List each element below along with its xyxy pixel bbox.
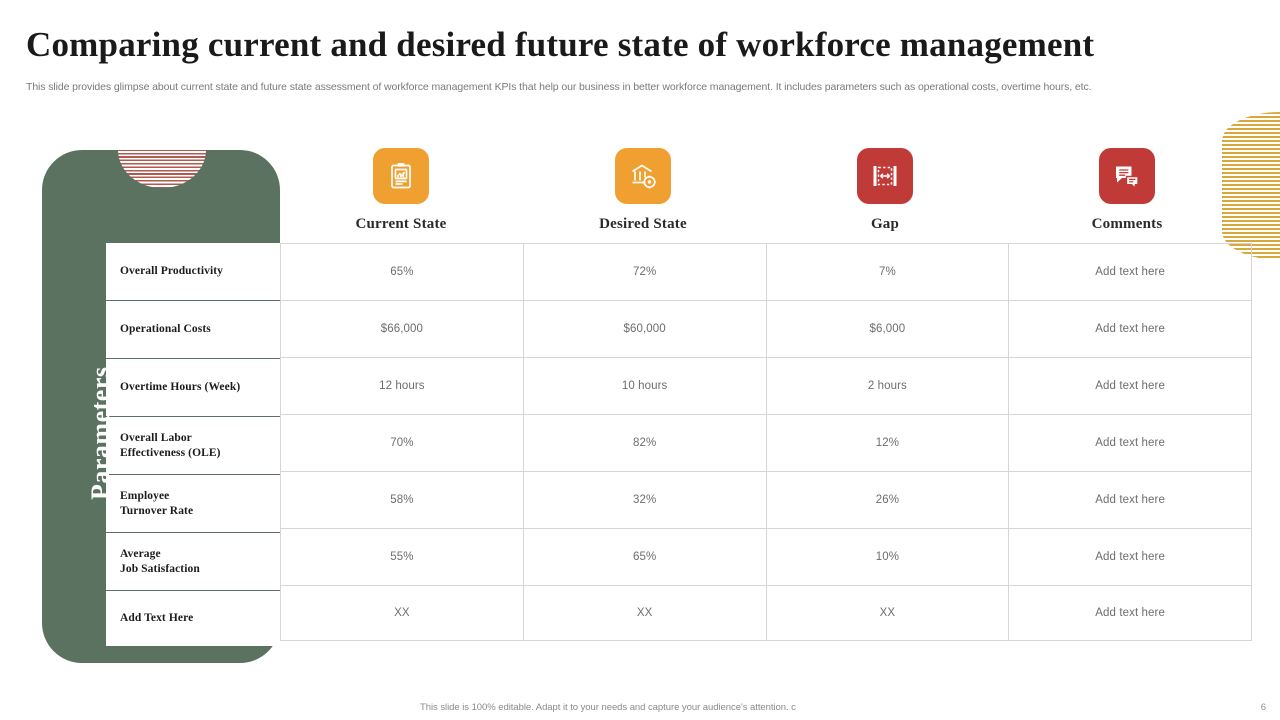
row-label-text: Overall Labor Effectiveness (OLE) <box>120 431 221 459</box>
table-cell[interactable]: $66,000 <box>281 301 524 358</box>
row-label-operational-costs[interactable]: Operational Costs <box>106 301 280 358</box>
column-header-label: Current State <box>355 216 447 232</box>
row-label-text: Overtime Hours (Week) <box>120 381 241 393</box>
row-label-text: Add Text Here <box>120 612 194 624</box>
gap-measure-icon <box>857 148 913 204</box>
row-label-average-job-satisfaction[interactable]: Average Job Satisfaction <box>106 533 280 590</box>
column-header-comments[interactable]: Comments <box>1006 148 1248 233</box>
row-label-overall-productivity[interactable]: Overall Productivity <box>106 243 280 300</box>
table-cell[interactable]: 55% <box>281 529 524 586</box>
column-header-current-state[interactable]: Current State <box>280 148 522 233</box>
table-cell[interactable]: 70% <box>281 415 524 472</box>
page-subtitle: This slide provides glimpse about curren… <box>26 81 1092 93</box>
table-cell[interactable]: Add text here <box>1009 529 1252 586</box>
table-cell[interactable]: Add text here <box>1009 358 1252 415</box>
table-row: 65% 72% 7% Add text here <box>281 244 1252 301</box>
table-cell[interactable]: XX <box>766 586 1010 641</box>
table-row: 12 hours 10 hours 2 hours Add text here <box>281 358 1252 415</box>
table-cell[interactable]: XX <box>281 586 524 641</box>
table-cell[interactable]: Add text here <box>1009 301 1252 358</box>
column-header-label: Gap <box>870 216 900 232</box>
table-row: 58% 32% 26% Add text here <box>281 472 1252 529</box>
row-label-overtime-hours[interactable]: Overtime Hours (Week) <box>106 359 280 416</box>
row-label-text: Overall Productivity <box>120 265 224 277</box>
table-cell[interactable]: 65% <box>523 529 767 586</box>
table-cell[interactable]: Add text here <box>1009 472 1252 529</box>
table-row: 70% 82% 12% Add text here <box>281 415 1252 472</box>
table-row: 55% 65% 10% Add text here <box>281 529 1252 586</box>
row-label-text: Employee Turnover Rate <box>120 489 194 517</box>
table-row: XX XX XX Add text here <box>281 586 1252 641</box>
table-cell[interactable]: 2 hours <box>766 358 1010 415</box>
column-header-label: Desired State <box>599 216 687 232</box>
table-cell[interactable]: Add text here <box>1009 586 1252 641</box>
comparison-table: 65% 72% 7% Add text here $66,000 $60,000 $6,00… <box>280 243 1252 641</box>
table-row: $66,000 $60,000 $6,000 Add text here <box>281 301 1252 358</box>
table-cell[interactable]: 65% <box>281 244 524 301</box>
table-cell[interactable]: 12% <box>766 415 1010 472</box>
table-cell[interactable]: Add text here <box>1009 415 1252 472</box>
row-label-text: Average Job Satisfaction <box>120 547 200 575</box>
table-cell[interactable]: $6,000 <box>766 301 1010 358</box>
table-cell[interactable]: 72% <box>523 244 767 301</box>
table-cell[interactable]: $60,000 <box>523 301 767 358</box>
table-cell[interactable]: Add text here <box>1009 244 1252 301</box>
page-number: 6 <box>1260 702 1266 713</box>
table-cell[interactable]: 82% <box>523 415 767 472</box>
column-header-label: Comments <box>1091 216 1163 232</box>
table-cell[interactable]: 32% <box>523 472 767 529</box>
speech-bubbles-icon <box>1099 148 1155 204</box>
table-cell[interactable]: 10% <box>766 529 1010 586</box>
row-label-add-text-here[interactable]: Add Text Here <box>106 591 280 646</box>
table-cell[interactable]: 10 hours <box>523 358 767 415</box>
page-title: Comparing current and desired future sta… <box>26 25 1095 64</box>
table-cell[interactable]: 26% <box>766 472 1010 529</box>
decorative-striped-half-circle-panel <box>118 150 206 188</box>
row-label-employee-turnover-rate[interactable]: Employee Turnover Rate <box>106 475 280 532</box>
decorative-striped-half-circle-right <box>1222 112 1280 260</box>
column-header-desired-state[interactable]: Desired State <box>522 148 764 233</box>
row-label-overall-labor-effectiveness[interactable]: Overall Labor Effectiveness (OLE) <box>106 417 280 474</box>
bank-gear-icon <box>615 148 671 204</box>
table-cell[interactable]: 58% <box>281 472 524 529</box>
footer-note: This slide is 100% editable. Adapt it to… <box>420 702 796 713</box>
table-cell[interactable]: 12 hours <box>281 358 524 415</box>
table-cell[interactable]: XX <box>523 586 767 641</box>
clipboard-chart-icon <box>373 148 429 204</box>
table-cell[interactable]: 7% <box>766 244 1010 301</box>
column-header-gap[interactable]: Gap <box>764 148 1006 233</box>
row-label-text: Operational Costs <box>120 323 211 335</box>
